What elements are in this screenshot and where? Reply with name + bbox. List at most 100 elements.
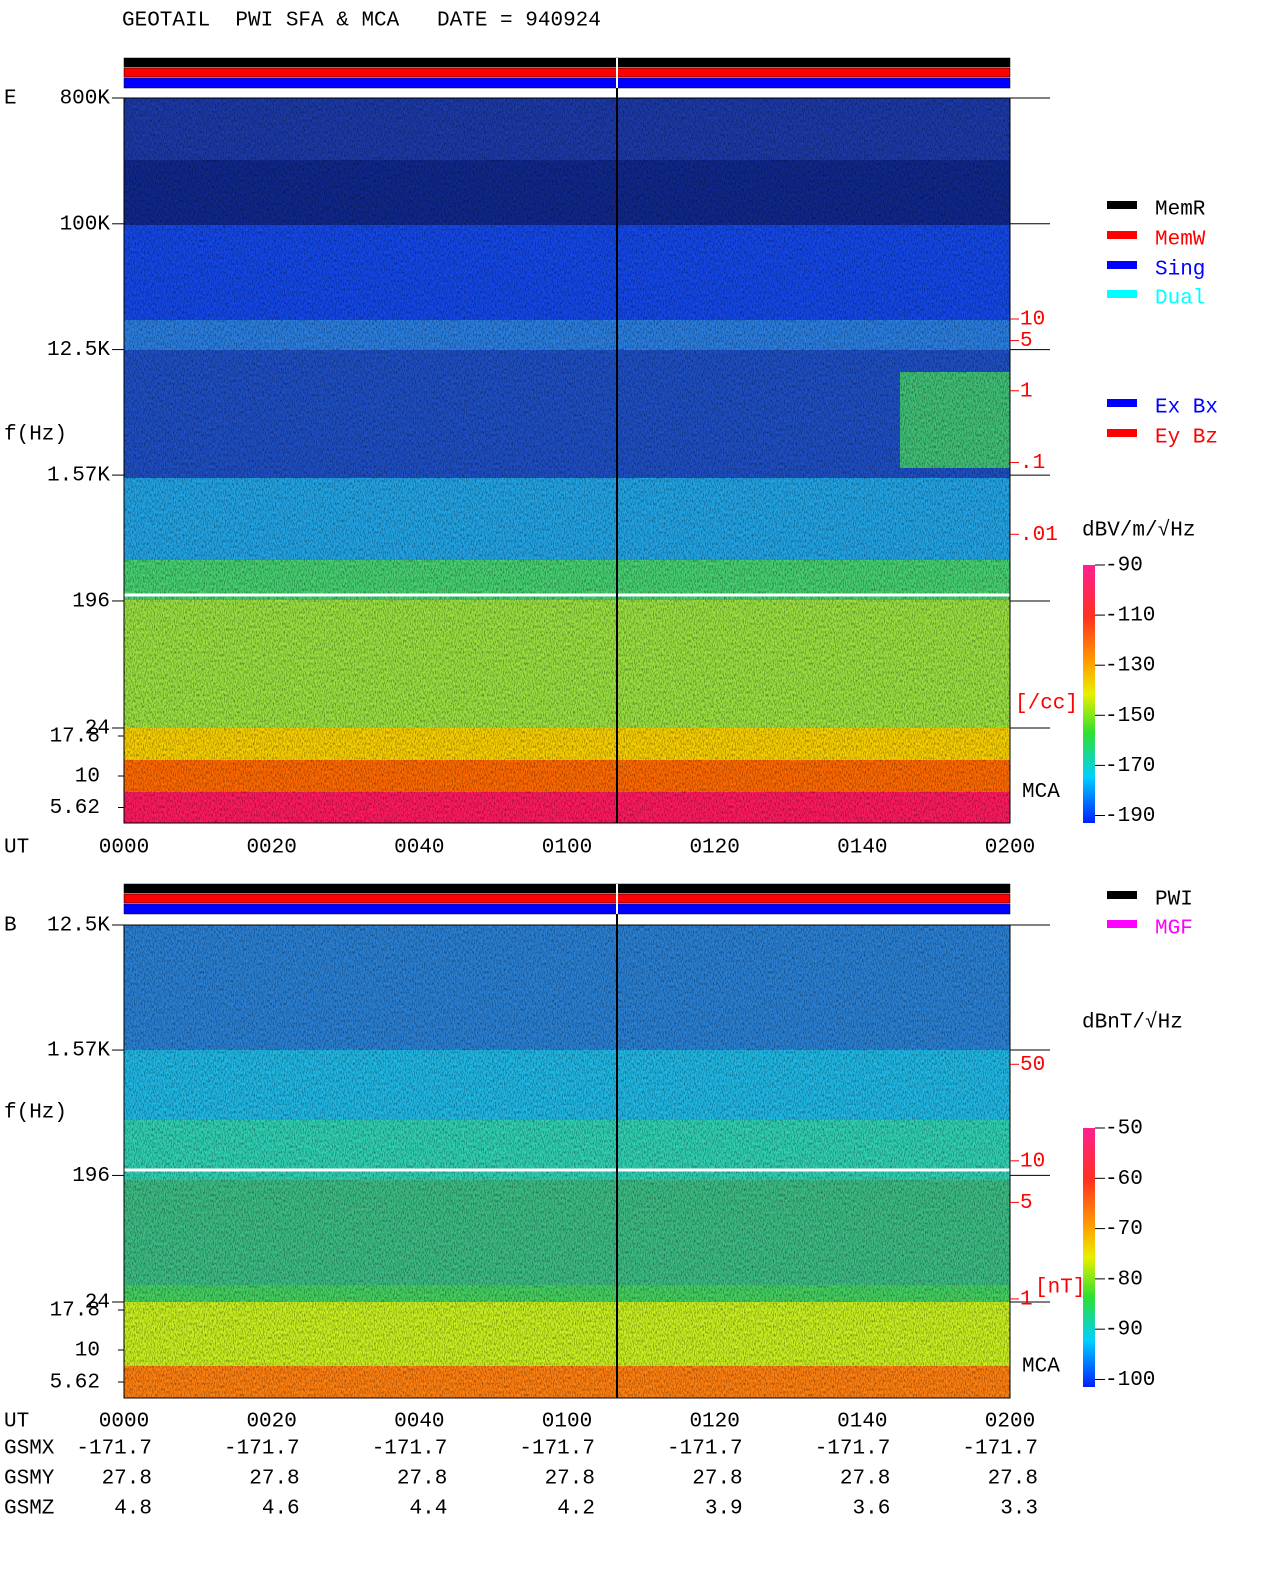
x-tick-label: 0020 (246, 1411, 296, 1434)
legend-swatch (1107, 399, 1137, 407)
colorbar-label: dBnT/√Hz (1082, 1011, 1183, 1035)
y2-tick-label: 10 (1020, 309, 1045, 332)
status-bar (123, 57, 1011, 68)
colorbar (1083, 565, 1095, 823)
status-bar (123, 67, 1011, 78)
mca-tick-label: 5.62 (50, 797, 100, 820)
orbit-value: -171.7 (815, 1438, 891, 1461)
y-tick-label: 24 (85, 1292, 110, 1315)
mca-tick-label: 5.62 (50, 1372, 100, 1395)
colorbar-tick-label: -70 (1105, 1218, 1143, 1241)
legend-label: MemW (1155, 229, 1206, 252)
mca-tick-label: 17.8 (50, 1300, 100, 1323)
y-tick-label: 24 (85, 718, 110, 741)
orbit-value: -171.7 (372, 1438, 448, 1461)
y2-tick-label: .01 (1020, 524, 1058, 547)
colorbar-tick-label: -50 (1105, 1118, 1143, 1141)
orbit-value: -171.7 (76, 1438, 152, 1461)
orbit-value: -171.7 (519, 1438, 595, 1461)
orbit-value: 4.2 (557, 1498, 595, 1521)
orbit-value: 4.8 (114, 1498, 152, 1521)
legend-label: MGF (1155, 918, 1193, 941)
orbit-value: 27.8 (249, 1468, 299, 1491)
colorbar-tick-label: -90 (1105, 1319, 1143, 1342)
x-tick-label: 0000 (99, 837, 149, 860)
status-bar (123, 77, 1011, 89)
orbit-value: 3.3 (1000, 1498, 1038, 1521)
panel-label: B (4, 915, 17, 938)
legend-swatch (1107, 920, 1137, 928)
legend-label: Ex Bx (1155, 397, 1218, 420)
mca-tick-label: 17.8 (50, 726, 100, 749)
colorbar-tick-label: -80 (1105, 1268, 1143, 1291)
legend-swatch (1107, 290, 1137, 298)
x-tick-label: 0100 (542, 837, 592, 860)
legend-swatch (1107, 891, 1137, 899)
y-tick-label: 800K (60, 88, 111, 111)
legend-swatch (1107, 429, 1137, 437)
orbit-row-label: GSMY (4, 1468, 55, 1491)
x-tick-label: 0040 (394, 837, 444, 860)
orbit-value: 27.8 (397, 1468, 447, 1491)
x-tick-label: 0120 (689, 837, 739, 860)
y2-unit: [/cc] (1015, 693, 1078, 716)
status-bar (123, 903, 1011, 915)
y-tick-label: 12.5K (47, 339, 110, 362)
y2-tick-label: 50 (1020, 1054, 1045, 1077)
colorbar-tick-label: -150 (1105, 705, 1155, 728)
y2-tick-label: 5 (1020, 1192, 1033, 1215)
orbit-value: 27.8 (102, 1468, 152, 1491)
x-tick-label: 0040 (394, 1411, 444, 1434)
legend-label: PWI (1155, 889, 1193, 912)
legend-label: Dual (1155, 288, 1205, 311)
orbit-row-label: GSMX (4, 1438, 55, 1461)
y-axis-label: f(Hz) (4, 1102, 67, 1125)
orbit-value: -171.7 (962, 1438, 1038, 1461)
noise-overlay (124, 98, 1010, 823)
x-tick-label: 0000 (99, 1411, 149, 1434)
noise-overlay (124, 925, 1010, 1398)
x-tick-label: 0140 (837, 837, 887, 860)
y-tick-label: 100K (60, 213, 111, 236)
mca-label: MCA (1022, 1356, 1060, 1379)
title: GEOTAIL PWI SFA & MCA DATE = 940924 (122, 10, 601, 33)
x-tick-label: 0120 (689, 1411, 739, 1434)
orbit-value: 27.8 (692, 1468, 742, 1491)
y2-unit: [nT] (1035, 1277, 1085, 1300)
colorbar-tick-label: -170 (1105, 755, 1155, 778)
status-bar (123, 883, 1011, 894)
legend-swatch (1107, 231, 1137, 239)
colorbar-tick-label: -130 (1105, 655, 1155, 678)
x-tick-label: 0020 (246, 837, 296, 860)
legend-label: Sing (1155, 259, 1205, 282)
y2-tick-label: 10 (1020, 1150, 1045, 1173)
status-bar (123, 893, 1011, 904)
x-axis-label: UT (4, 837, 29, 860)
x-axis-label: UT (4, 1411, 29, 1434)
x-tick-label: 0140 (837, 1411, 887, 1434)
colorbar (1083, 1128, 1095, 1387)
orbit-value: 27.8 (988, 1468, 1038, 1491)
y2-tick-label: 1 (1020, 1288, 1033, 1311)
colorbar-tick-label: -110 (1105, 605, 1155, 628)
x-tick-label: 0200 (985, 837, 1035, 860)
colorbar-label: dBV/m/√Hz (1082, 519, 1195, 543)
orbit-value: -171.7 (667, 1438, 743, 1461)
y2-tick-label: 1 (1020, 380, 1033, 403)
orbit-value: 3.6 (853, 1498, 891, 1521)
orbit-value: 3.9 (705, 1498, 743, 1521)
y-tick-label: 12.5K (47, 915, 110, 938)
panel-label: E (4, 88, 17, 111)
legend-swatch (1107, 201, 1137, 209)
y2-tick-label: 5 (1020, 330, 1033, 353)
y-axis-label: f(Hz) (4, 424, 67, 447)
orbit-value: -171.7 (224, 1438, 300, 1461)
y-tick-label: 196 (72, 1165, 110, 1188)
orbit-value: 27.8 (840, 1468, 890, 1491)
mca-tick-label: 10 (75, 1340, 100, 1363)
orbit-value: 27.8 (545, 1468, 595, 1491)
legend-swatch (1107, 261, 1137, 269)
colorbar-tick-label: -90 (1105, 555, 1143, 578)
orbit-row-label: GSMZ (4, 1498, 54, 1521)
